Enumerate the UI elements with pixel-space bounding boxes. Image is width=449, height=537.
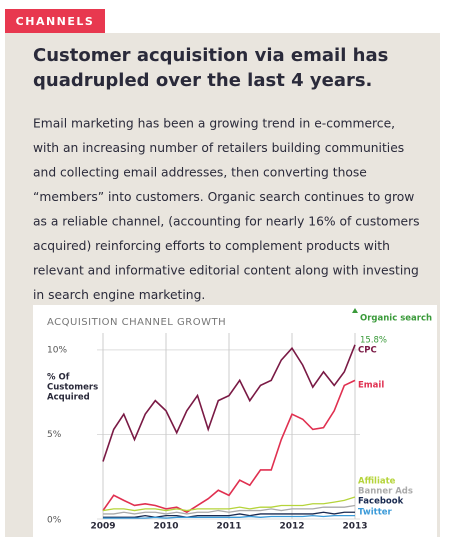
series-line: [102, 379, 356, 514]
legend-label: CPC: [358, 346, 377, 356]
series-line: [102, 496, 356, 512]
tag: CHANNELS: [16, 15, 95, 28]
headline: Customer acquisition via email has: [33, 45, 388, 66]
legend-label: Twitter: [358, 508, 393, 518]
series-line: [102, 344, 356, 462]
y-axis-label: Customers: [47, 383, 98, 393]
legend-label: Email: [358, 381, 384, 391]
series-line: [103, 514, 355, 519]
x-tick-label: 2009: [90, 522, 115, 532]
x-tick-label: 2010: [153, 522, 178, 532]
body-text: “members” into customers. Organic search…: [33, 190, 414, 204]
x-tick-label: 2013: [342, 522, 367, 532]
body-text: with an increasing number of retailers b…: [33, 141, 404, 155]
y-tick-label: 10%: [47, 345, 67, 355]
legend-label: Facebook: [358, 497, 404, 507]
chart-box: [33, 305, 437, 537]
x-tick-label: 2011: [216, 522, 241, 532]
tag-box: [5, 9, 105, 33]
chart-title: ACQUISITION CHANNEL GROWTH: [47, 317, 226, 328]
y-tick-label: 5%: [47, 430, 62, 440]
annotation-label: 15.8%: [360, 336, 387, 346]
legend-label: Affiliate: [358, 477, 396, 487]
body-text: Email marketing has been a growing trend…: [33, 117, 395, 131]
body-text: acquired) reinforcing efforts to complem…: [33, 239, 390, 253]
body-text: relevant and informative editorial conte…: [33, 264, 419, 278]
body-text: and collecting email addresses, then con…: [33, 166, 367, 180]
y-axis-label: Acquired: [47, 393, 90, 403]
y-tick-label: 0%: [47, 516, 62, 526]
annotation-marker: [352, 308, 358, 313]
y-axis-label: % Of: [47, 373, 70, 383]
headline: quadrupled over the last 4 years.: [33, 70, 372, 91]
series-line: [103, 504, 356, 515]
legend-label: Banner Ads: [358, 487, 413, 497]
body-text: as a reliable channel, (accounting for n…: [33, 215, 420, 229]
series-line: [103, 511, 355, 518]
x-tick-label: 2012: [279, 522, 304, 532]
body-text: in search engine marketing.: [33, 288, 205, 302]
annotation-name: Organic search: [360, 314, 432, 324]
